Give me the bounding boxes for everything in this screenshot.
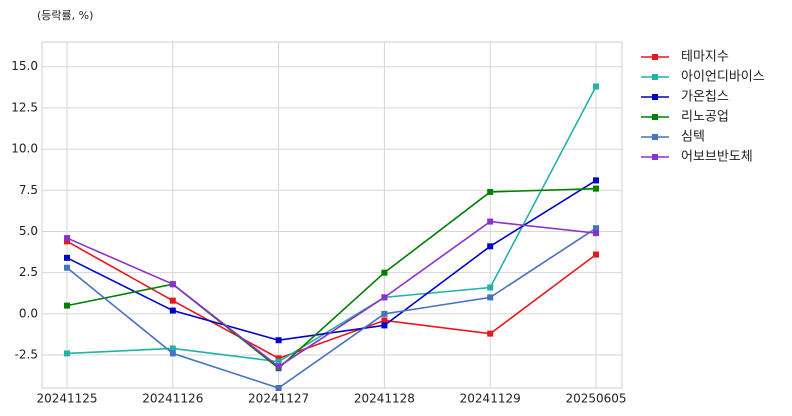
y-tick-label: -2.5 (15, 348, 38, 362)
x-tick-label: 20241125 (36, 392, 97, 406)
point-marker (381, 322, 388, 329)
point-marker (593, 185, 599, 192)
point-marker (381, 294, 388, 301)
point-marker (275, 337, 282, 344)
legend-marker (652, 134, 658, 140)
y-tick-label: 2.5 (19, 265, 38, 279)
legend-label: 어보브반도체 (681, 150, 753, 165)
point-marker (64, 350, 70, 357)
point-marker (169, 307, 176, 314)
point-marker (64, 264, 70, 271)
point-marker (381, 310, 388, 317)
point-marker (487, 243, 494, 250)
point-marker (64, 238, 70, 245)
point-marker (169, 281, 176, 288)
point-marker (381, 317, 388, 324)
point-marker (169, 297, 176, 304)
x-tick-label: 20241128 (354, 392, 415, 406)
point-marker (275, 363, 282, 370)
y-tick-label: 10.0 (11, 142, 38, 156)
legend-label: 테마지수 (681, 50, 729, 65)
x-tick-label: 20241127 (248, 392, 309, 406)
x-tick-label: 20241129 (460, 392, 521, 406)
point-marker (487, 330, 494, 337)
series-line (66, 187, 597, 370)
legend-label: 리노공업 (681, 110, 729, 125)
series-line (66, 179, 597, 342)
legend-label: 심텍 (681, 130, 705, 145)
legend-marker (652, 54, 658, 60)
point-marker (275, 385, 282, 391)
series-line (66, 220, 597, 368)
point-marker (64, 254, 70, 261)
y-tick-label: 15.0 (11, 59, 38, 73)
point-marker (64, 302, 70, 309)
point-marker (275, 355, 282, 362)
legend-marker (652, 74, 658, 80)
x-tick-label: 20241126 (142, 392, 203, 406)
x-tick-label: 20250605 (565, 392, 626, 406)
point-marker (593, 177, 599, 184)
y-tick-label: 0.0 (19, 306, 38, 320)
point-marker (275, 358, 282, 365)
series-line (66, 227, 597, 389)
point-marker (487, 294, 494, 301)
plot-frame (41, 41, 623, 389)
legend-marker (652, 94, 658, 100)
legend-marker (652, 154, 658, 160)
point-marker (487, 188, 494, 195)
legend-label: 가온칩스 (681, 90, 729, 105)
legend-label: 아이언디바이스 (681, 70, 765, 85)
point-marker (487, 284, 494, 291)
point-marker (169, 345, 176, 352)
y-tick-label: 7.5 (19, 183, 38, 197)
y-tick-label: 5.0 (19, 224, 38, 238)
point-marker (381, 269, 388, 276)
point-marker (593, 83, 599, 90)
point-marker (593, 251, 599, 258)
legend-marker (652, 114, 658, 120)
point-marker (593, 230, 599, 237)
y-tick-label: 12.5 (11, 100, 38, 114)
point-marker (64, 235, 70, 242)
point-marker (487, 218, 494, 225)
point-marker (169, 350, 176, 357)
chart-title: (등락률, %) (37, 9, 93, 22)
series-line (66, 240, 597, 360)
series-line (66, 86, 597, 363)
point-marker (593, 225, 599, 232)
